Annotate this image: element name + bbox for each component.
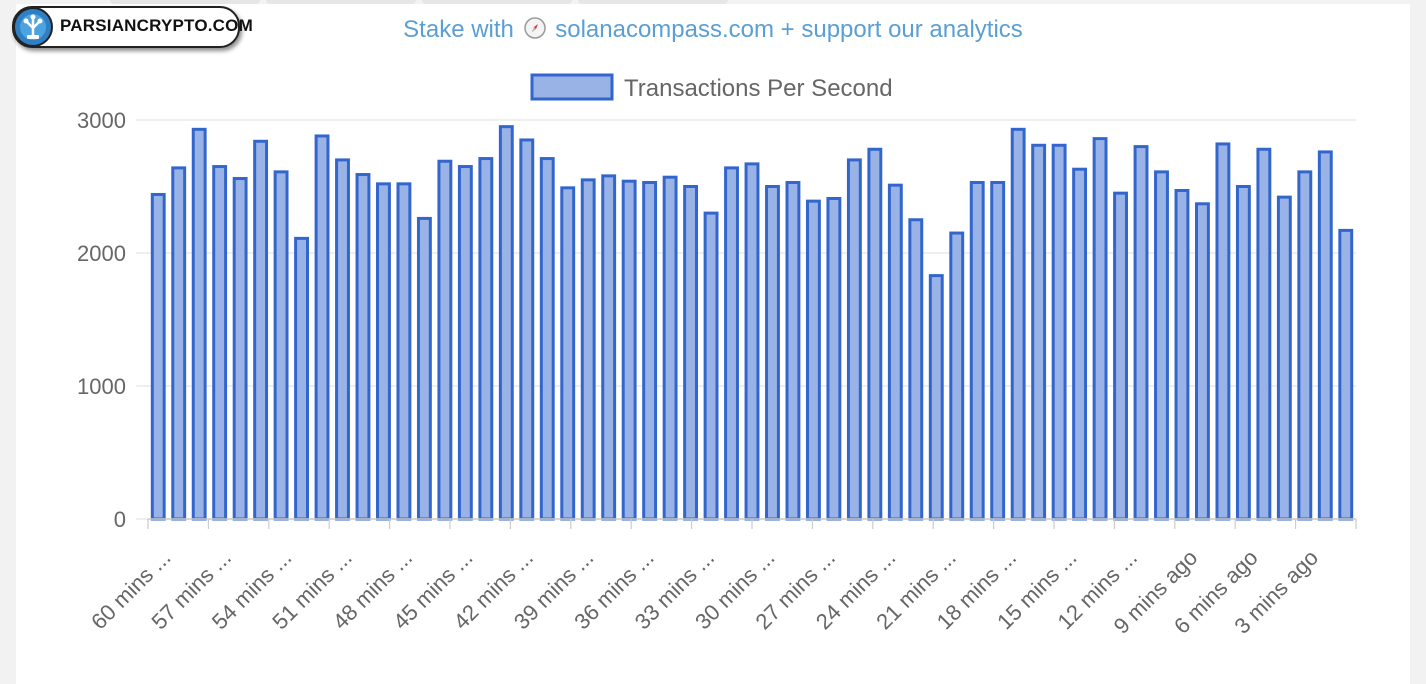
bar (1113, 191, 1128, 521)
bar (457, 165, 473, 521)
top-tab-strip (110, 0, 728, 4)
bar (376, 182, 391, 521)
bar (969, 181, 985, 521)
bar (928, 274, 944, 521)
bar (765, 185, 780, 521)
bar (724, 166, 739, 521)
bar (335, 158, 350, 521)
bar (539, 157, 555, 521)
bar (1174, 188, 1190, 521)
logo-emblem-icon (13, 7, 53, 47)
tab-stub[interactable] (266, 0, 416, 4)
y-axis-ticks: 0 1000 2000 3000 (77, 108, 126, 532)
bar (662, 175, 678, 521)
bar (1154, 170, 1169, 521)
bar (1338, 228, 1354, 521)
bar (150, 192, 166, 521)
chart-legend[interactable]: Transactions Per Second (530, 73, 893, 102)
bar (990, 181, 1006, 521)
bar (416, 216, 432, 521)
bar (642, 181, 658, 521)
bar (867, 147, 883, 521)
bar (621, 179, 637, 521)
parsiancrypto-logo[interactable]: PARSIANCRYPTO.COM (12, 6, 253, 48)
bar (314, 134, 330, 521)
y-tick-label: 0 (114, 507, 126, 532)
bar (805, 199, 821, 521)
bar (826, 196, 842, 521)
legend-label: Transactions Per Second (624, 75, 893, 102)
tab-stub[interactable] (422, 0, 572, 4)
bar (437, 159, 453, 521)
bar (498, 125, 514, 521)
compass-icon (523, 17, 546, 39)
bar (949, 231, 965, 521)
x-axis: 60 mins ...57 mins ...54 mins ...51 mins… (86, 518, 1357, 639)
bar (212, 165, 228, 521)
bars (150, 125, 1354, 521)
bar (294, 236, 309, 521)
bar (887, 183, 903, 521)
y-tick-label: 3000 (77, 108, 126, 133)
bar (683, 185, 699, 521)
bar (580, 178, 596, 521)
bar (1195, 202, 1210, 521)
legend-swatch (530, 73, 614, 101)
stake-link[interactable]: Stake with solanacompass.com + support o… (0, 16, 1426, 44)
bar (355, 173, 371, 521)
bar (1276, 195, 1292, 521)
tab-stub[interactable] (110, 0, 260, 4)
bar (908, 218, 924, 521)
bar (519, 138, 535, 521)
bar (191, 127, 207, 521)
bar (560, 186, 576, 521)
y-tick-label: 1000 (77, 374, 126, 399)
bar (1317, 150, 1333, 521)
bar (232, 177, 248, 521)
bar (1256, 147, 1272, 521)
bar (1072, 167, 1088, 521)
bar (1297, 170, 1313, 521)
stake-suffix: solanacompass.com + support our analytic… (555, 16, 1023, 43)
stake-prefix: Stake with (403, 16, 514, 43)
bar (1215, 142, 1231, 521)
bar (1133, 145, 1149, 521)
y-tick-label: 2000 (77, 241, 126, 266)
logo-text: PARSIANCRYPTO.COM (60, 16, 253, 35)
bar (253, 139, 269, 521)
bar (478, 157, 494, 521)
bar (1031, 143, 1047, 521)
bar (703, 211, 719, 521)
bar (171, 166, 187, 521)
bar (1051, 143, 1067, 521)
tab-stub[interactable] (578, 0, 728, 4)
bar (1235, 185, 1251, 521)
bar (1092, 137, 1108, 521)
bar (601, 174, 617, 521)
bar (744, 162, 760, 521)
bar (273, 170, 289, 521)
bar (1010, 127, 1026, 521)
bar (846, 158, 862, 521)
bar (396, 182, 412, 521)
bar (785, 181, 801, 521)
